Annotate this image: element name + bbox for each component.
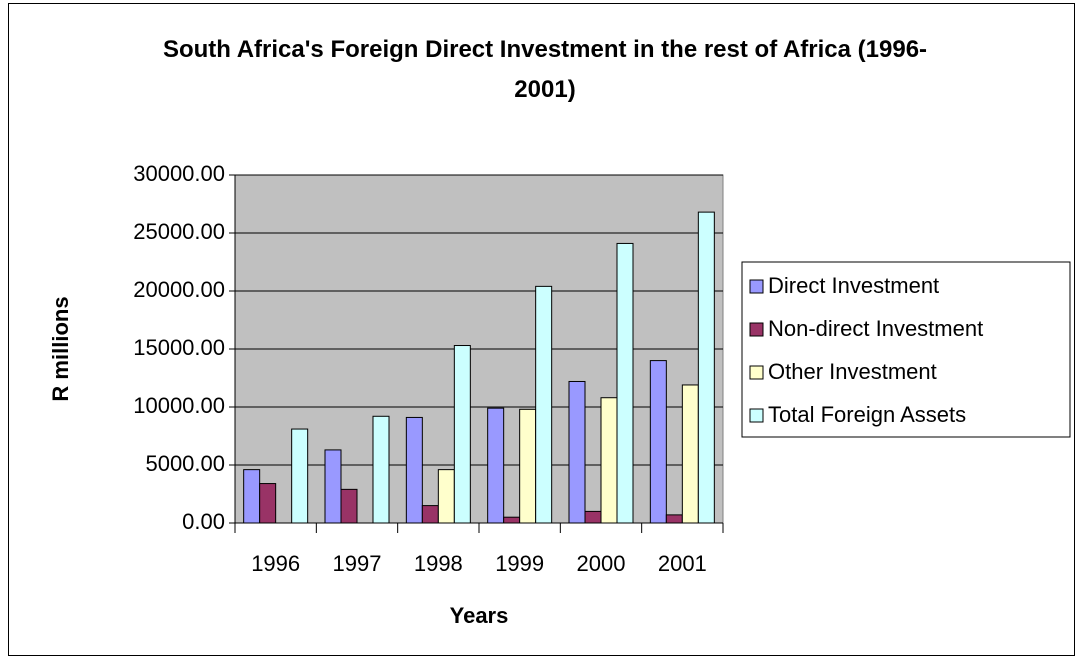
legend-swatch — [749, 279, 764, 294]
y-tick-label: 15000.00 — [133, 335, 225, 360]
bar — [535, 285, 553, 524]
y-tick-label: 30000.00 — [133, 161, 225, 186]
bar — [259, 483, 277, 524]
bar — [340, 488, 358, 524]
legend-swatch — [749, 408, 764, 423]
legend-box — [741, 261, 1071, 438]
y-axis-label: R millions — [48, 296, 73, 401]
bar — [568, 380, 586, 524]
bar — [616, 242, 634, 524]
bar — [697, 211, 715, 524]
bar — [324, 449, 342, 524]
y-tick-label: 25000.00 — [133, 219, 225, 244]
x-tick-label: 1999 — [495, 551, 544, 576]
bar — [600, 397, 618, 524]
chart-title: South Africa's Foreign Direct Investment… — [162, 36, 928, 103]
bar — [453, 345, 471, 524]
legend-swatch — [749, 365, 764, 380]
legend-label: Total Foreign Assets — [768, 402, 966, 427]
y-tick-label: 5000.00 — [145, 451, 225, 476]
bar — [519, 408, 537, 524]
bar — [681, 384, 699, 524]
legend-label: Direct Investment — [768, 273, 939, 298]
bar — [243, 469, 261, 524]
y-tick-label: 20000.00 — [133, 277, 225, 302]
bar — [372, 415, 390, 524]
x-tick-label: 1998 — [414, 551, 463, 576]
bar — [437, 469, 455, 524]
bar — [584, 510, 602, 524]
legend-label: Non-direct Investment — [768, 316, 983, 341]
bar — [405, 416, 423, 524]
bar — [487, 407, 505, 524]
x-tick-label: 1997 — [333, 551, 382, 576]
y-tick-label: 0.00 — [182, 509, 225, 534]
x-tick-label: 1996 — [251, 551, 300, 576]
legend-swatch — [749, 322, 764, 337]
x-tick-label: 2000 — [577, 551, 626, 576]
x-tick-label: 2001 — [658, 551, 707, 576]
x-axis-label: Years — [450, 603, 509, 628]
legend-label: Other Investment — [768, 359, 937, 384]
bar — [421, 505, 439, 524]
bar — [649, 360, 667, 524]
y-tick-label: 10000.00 — [133, 393, 225, 418]
bar — [503, 516, 521, 524]
bar — [291, 428, 309, 524]
bar — [665, 514, 683, 524]
